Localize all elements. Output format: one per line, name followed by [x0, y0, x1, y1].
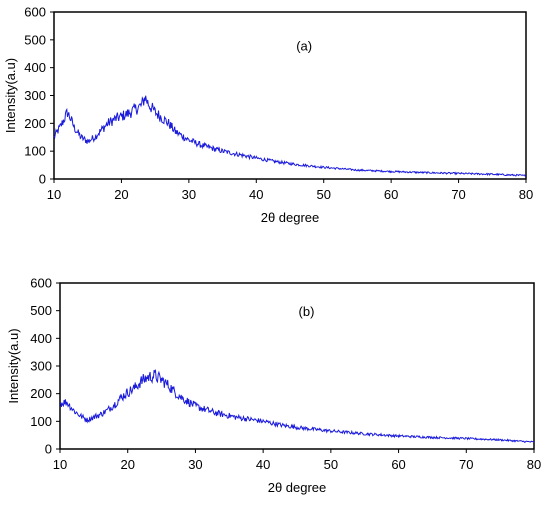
x-tick-label: 70 [451, 187, 465, 202]
panel-label: (a) [296, 38, 312, 53]
y-tick-label: 400 [30, 331, 52, 346]
x-tick-label: 30 [188, 457, 202, 472]
x-tick-label: 10 [47, 187, 61, 202]
y-tick-label: 200 [30, 386, 52, 401]
y-axis-title: Intensity(a.u) [3, 58, 18, 133]
y-tick-label: 600 [24, 5, 46, 20]
x-tick-label: 80 [519, 187, 533, 202]
y-tick-label: 500 [30, 303, 52, 318]
y-tick-label: 300 [24, 88, 46, 103]
x-axis-ticks: 10 20 30 40 50 60 70 80 [47, 179, 533, 202]
x-tick-label: 50 [324, 457, 338, 472]
series-line [59, 368, 535, 443]
x-axis-title: 2θ degree [268, 480, 327, 495]
y-tick-label: 300 [30, 359, 52, 374]
y-tick-label: 0 [45, 442, 52, 457]
x-axis-title: 2θ degree [261, 210, 320, 225]
y-axis-ticks: 0 100 200 300 400 500 600 [30, 276, 60, 457]
y-tick-label: 200 [24, 116, 46, 131]
x-tick-label: 40 [249, 187, 263, 202]
y-tick-label: 400 [24, 60, 46, 75]
y-tick-label: 500 [24, 32, 46, 47]
panel-label: (b) [299, 304, 315, 319]
x-tick-label: 50 [316, 187, 330, 202]
x-tick-label: 70 [459, 457, 473, 472]
y-axis-ticks: 0 100 200 300 400 500 600 [24, 5, 54, 187]
x-tick-label: 60 [384, 187, 398, 202]
x-axis-ticks: 10 20 30 40 50 60 70 80 [53, 449, 541, 472]
x-tick-label: 30 [182, 187, 196, 202]
y-axis-title: Intensity(a.u) [6, 328, 21, 403]
series-line [53, 95, 527, 177]
y-tick-label: 100 [30, 414, 52, 429]
x-tick-label: 40 [256, 457, 270, 472]
y-tick-label: 600 [30, 276, 52, 291]
y-tick-label: 0 [39, 172, 46, 187]
x-tick-label: 10 [53, 457, 67, 472]
chart-panel-b: 0 100 200 300 400 500 600 10 20 30 40 50 60 70 80 (b)… [6, 276, 541, 496]
x-tick-label: 60 [391, 457, 405, 472]
x-tick-label: 80 [527, 457, 541, 472]
y-tick-label: 100 [24, 144, 46, 159]
x-tick-label: 20 [120, 457, 134, 472]
chart-panel-a: 0 100 200 300 400 500 600 10 20 30 40 50 60 70 80 (a)… [3, 5, 533, 226]
x-tick-label: 20 [114, 187, 128, 202]
